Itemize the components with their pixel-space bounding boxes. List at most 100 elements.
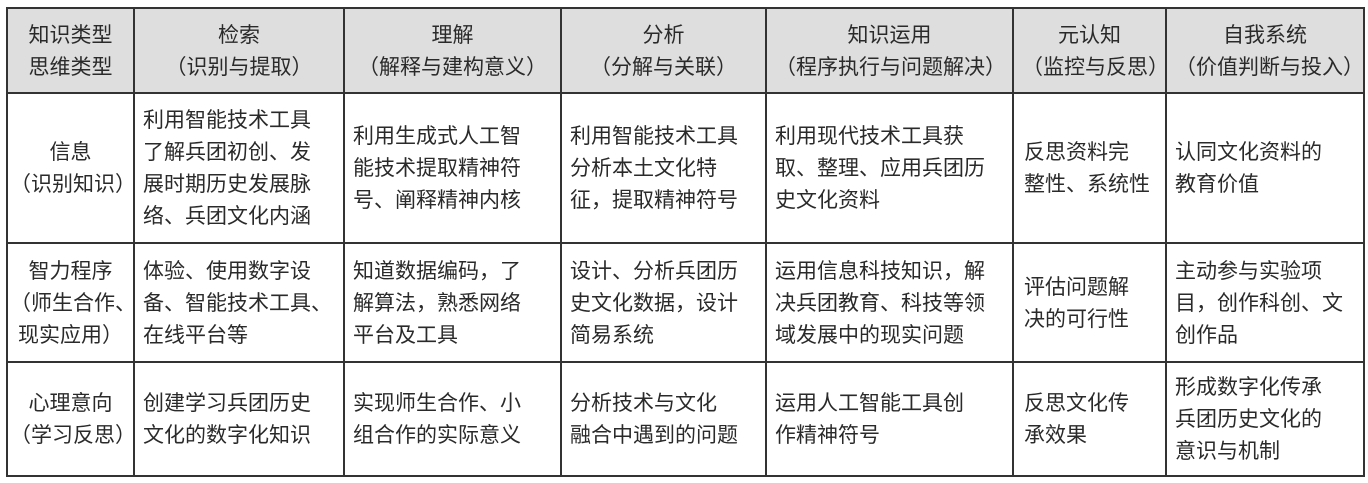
cell-text-line: 号、阐释精神内核 <box>353 188 521 212</box>
table-cell-analysis: 利用智能技术工具 分析本土文化特 征，提取精神符号 <box>560 92 767 244</box>
cell-text-line: 承效果 <box>1024 423 1087 447</box>
header-knowledge-utilization: 知识运用 （程序执行与问题解决） <box>765 7 1014 94</box>
cell-text-line: 整性、系统性 <box>1024 172 1150 196</box>
cell-text-line: 教育价值 <box>1175 172 1259 196</box>
table-row: 信息 （识别知识） 利用智能技术工具 了解兵团初创、发 展时期历史发展脉 络、兵团文化内涵… <box>6 92 1365 244</box>
cell-text-line: 取、整理、应用兵团历 <box>775 156 985 180</box>
cell-text-line: 分析 <box>642 22 685 47</box>
cell-text-line: 形成数字化传承 <box>1175 375 1322 399</box>
cell-text-line: 知道数据编码，了 <box>353 258 521 283</box>
table-cell-knowledge-utilization: 利用现代技术工具获 取、整理、应用兵团历 史文化资料 <box>765 92 1014 244</box>
cell-text-line: 史文化资料 <box>775 188 880 212</box>
cell-text-line: （监控与反思） <box>1022 54 1169 79</box>
table-cell-knowledge-utilization: 运用信息科技知识，解 决兵团教育、科技等领 域发展中的现实问题 <box>765 242 1014 363</box>
cell-text-line: （解释与建构意义） <box>358 54 547 79</box>
table-header-row: 知识类型思维类型 检索 （识别与提取） 理解 （解释与建构意义） 分析 （分解与关联） 知识运… <box>6 7 1365 94</box>
cell-text-line: 融合中遇到的问题 <box>570 423 738 447</box>
cell-text-line: 展时期历史发展脉 <box>143 172 311 196</box>
table-cell-comprehension: 实现师生合作、小 组合作的实际意义 <box>343 361 562 477</box>
cell-text-line: （学习反思） <box>10 423 136 447</box>
cell-text-line: 征，提取精神符号 <box>570 188 738 212</box>
cell-text-line: 文化的数字化知识 <box>143 423 311 447</box>
table-row: 智力程序 （师生合作、 现实应用） 体验、使用数字设 备、智能技术工具、 在线平台等 知道数… <box>6 242 1365 363</box>
cell-text-line: 知识类型 <box>28 22 113 47</box>
table-cell-comprehension: 知道数据编码，了 解算法，熟悉网络 平台及工具 <box>343 242 562 363</box>
table-cell-retrieval: 利用智能技术工具 了解兵团初创、发 展时期历史发展脉 络、兵团文化内涵 <box>133 92 345 244</box>
cell-text-line: 目，创作科创、文 <box>1175 290 1343 315</box>
table-cell-self-system: 主动参与实验项 目，创作科创、文 创作品 <box>1165 242 1365 363</box>
header-type-corner: 知识类型 思维类型 <box>6 7 135 94</box>
cell-text-line: 利用智能技术工具 <box>143 108 311 132</box>
cell-text-line: 了解兵团初创、发 <box>143 140 311 164</box>
header-metacognition: 元认知 （监控与反思） <box>1012 7 1169 94</box>
cell-text-line: 现实应用） <box>18 322 123 347</box>
cell-text-line: 利用现代技术工具获 <box>775 124 964 148</box>
cell-text-line: 兵团历史文化的 <box>1175 407 1322 431</box>
cell-text-line: 分析本土文化特 <box>570 156 717 180</box>
cell-text-line: 元认知 <box>1058 22 1121 47</box>
table-cell-metacognition: 反思文化传 承效果 <box>1012 361 1167 477</box>
cell-text-line: 组合作的实际意义 <box>353 423 521 447</box>
cell-text-line: 知识运用 <box>847 22 932 47</box>
cell-text-line: 评估问题解 <box>1024 274 1129 299</box>
cell-text-line: 简易系统 <box>570 322 654 347</box>
cell-text-line: 心理意向 <box>28 391 113 415</box>
knowledge-thinking-table: 知识类型思维类型 检索 （识别与提取） 理解 （解释与建构意义） 分析 （分解与关联） 知识运… <box>6 7 1365 477</box>
cell-text-line: （师生合作、 <box>10 290 136 315</box>
cell-text-line: 史文化数据，设计 <box>570 290 738 315</box>
cell-text-line: 实现师生合作、小 <box>353 391 521 415</box>
table-cell-self-system: 认同文化资料的 教育价值 <box>1165 92 1365 244</box>
cell-text-line: 意识与机制 <box>1175 439 1280 463</box>
cell-text-line: 设计、分析兵团历 <box>570 258 738 283</box>
cell-text-line: 思维类型 <box>28 54 113 79</box>
table-row: 心理意向 （学习反思） 创建学习兵团历史 文化的数字化知识 实现师生合作、小 组合作的实际… <box>6 361 1365 477</box>
cell-text-line: 创建学习兵团历史 <box>143 391 311 415</box>
cell-text-line: 认同文化资料的 <box>1175 140 1322 164</box>
row-header-cell: 信息 （识别知识） <box>6 92 136 244</box>
table-cell-metacognition: 评估问题解决的可行性 <box>1012 242 1167 363</box>
cell-text-line: 作精神符号 <box>775 423 880 447</box>
cell-text-line: 智力程序 <box>28 258 113 283</box>
cell-text-line: 在线平台等 <box>143 322 248 347</box>
row-header-cell: 智力程序 （师生合作、 现实应用） <box>6 242 136 363</box>
row-header-cell: 心理意向 （学习反思） <box>6 361 136 477</box>
cell-text-line: 反思文化传 <box>1024 391 1129 415</box>
table-cell-self-system: 形成数字化传承 兵团历史文化的 意识与机制 <box>1165 361 1365 477</box>
table-cell-analysis: 分析技术与文化 融合中遇到的问题 <box>560 361 767 477</box>
cell-text-line: 体验、使用数字设 <box>143 258 311 283</box>
cell-text-line: （分解与关联） <box>590 54 737 79</box>
cell-text-line: 创作品 <box>1175 322 1238 347</box>
cell-text-line: 分析技术与文化 <box>570 391 717 415</box>
cell-text-line: 平台及工具 <box>353 322 458 347</box>
cell-text-line: 反思资料完 <box>1024 140 1129 164</box>
cell-text-line: 能技术提取精神符 <box>353 156 521 180</box>
header-comprehension: 理解 （解释与建构意义） <box>343 7 562 94</box>
cell-text-line: 自我系统 <box>1223 22 1307 47</box>
header-self-system: 自我系统 （价值判断与投入） <box>1165 7 1365 94</box>
table-cell-retrieval: 体验、使用数字设 备、智能技术工具、 在线平台等 <box>133 242 345 363</box>
cell-text-line: 决的可行性 <box>1024 306 1129 331</box>
cell-text-line: 域发展中的现实问题 <box>775 322 964 347</box>
cell-text-line: 运用信息科技知识，解 <box>775 258 985 283</box>
cell-text-line: 决兵团教育、科技等领 <box>775 290 985 315</box>
cell-text-line: （程序执行与问题解决） <box>775 54 1006 79</box>
table-cell-retrieval: 创建学习兵团历史 文化的数字化知识 <box>133 361 345 477</box>
cell-text-line: 检索 <box>218 22 260 47</box>
cell-text-line: 主动参与实验项 <box>1175 258 1322 283</box>
header-analysis: 分析 （分解与关联） <box>560 7 767 94</box>
cell-text-line: 解算法，熟悉网络 <box>353 290 521 315</box>
cell-text-line: 利用智能技术工具 <box>570 124 738 148</box>
cell-text-line: 理解 <box>431 22 474 47</box>
table-cell-knowledge-utilization: 运用人工智能工具创 作精神符号 <box>765 361 1014 477</box>
table-cell-analysis: 设计、分析兵团历 史文化数据，设计 简易系统 <box>560 242 767 363</box>
cell-text-line: （识别知识） <box>10 172 136 196</box>
header-retrieval: 检索 （识别与提取） <box>133 7 345 94</box>
cell-text-line: （识别与提取） <box>165 54 313 79</box>
cell-text-line: 信息 <box>49 140 92 164</box>
cell-text-line: 备、智能技术工具、 <box>143 290 332 315</box>
cell-text-line: 运用人工智能工具创 <box>775 391 964 415</box>
cell-text-line: 络、兵团文化内涵 <box>143 204 311 228</box>
table-cell-metacognition: 反思资料完整性、系统性 <box>1012 92 1167 244</box>
cell-text-line: 利用生成式人工智 <box>353 124 521 148</box>
cell-text-line: （价值判断与投入） <box>1175 54 1364 79</box>
